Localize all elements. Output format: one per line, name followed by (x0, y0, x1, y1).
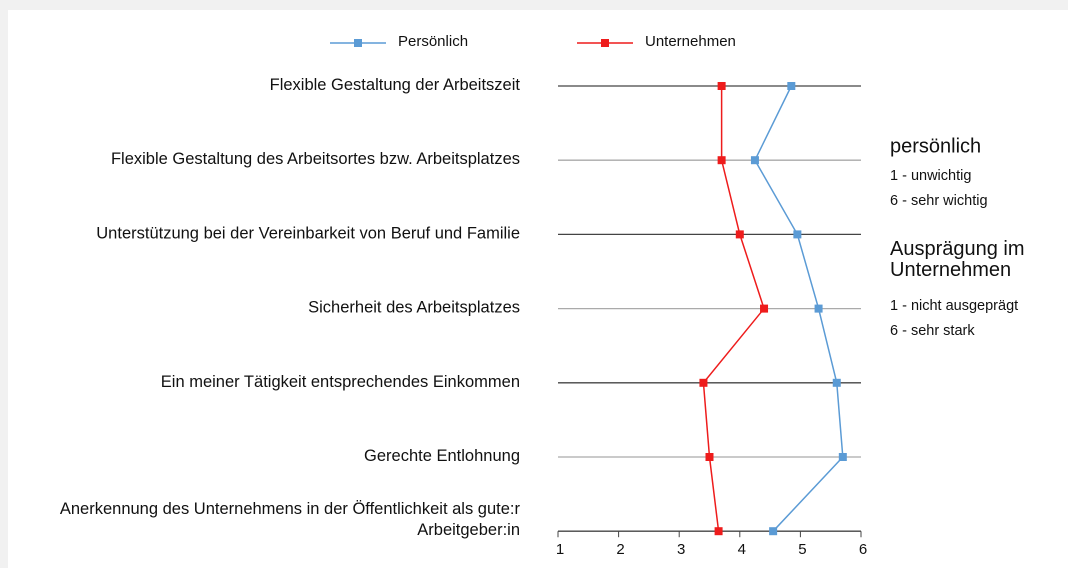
point (750, 156, 759, 165)
legend-label: Persönlich (398, 33, 468, 50)
legend-marker (601, 39, 609, 47)
point (787, 82, 796, 90)
category-label: Gerechte Entlohnung (364, 447, 520, 465)
point (717, 82, 726, 90)
annotation: Ausprägung im Unternehmen (890, 238, 1025, 281)
point (699, 378, 708, 387)
category-label: Ein meiner Tätigkeit entsprechendes Eink… (161, 373, 520, 391)
legend-label: Unternehmen (645, 33, 736, 50)
panel (8, 10, 1068, 568)
point (735, 230, 744, 239)
annotation: 6 - sehr stark (890, 323, 975, 339)
x-tick-label: 5 (798, 541, 806, 558)
annotation: persönlich (890, 135, 981, 157)
point (714, 527, 723, 536)
category-label: Sicherheit des Arbeitsplatzes (308, 299, 520, 317)
x-tick-label: 3 (677, 541, 685, 558)
point (793, 230, 802, 239)
point (814, 304, 823, 313)
category-label: Unterstützung bei der Vereinbarkeit von … (96, 225, 520, 243)
point (717, 156, 726, 165)
point (769, 527, 778, 536)
annotation: 1 - nicht ausgeprägt (890, 298, 1018, 314)
category-label: Flexible Gestaltung der Arbeitszeit (270, 76, 521, 94)
category-label: Flexible Gestaltung des Arbeitsortes bzw… (111, 151, 520, 169)
point (760, 304, 769, 313)
x-tick-label: 6 (859, 541, 867, 558)
legend-marker (354, 39, 362, 47)
annotation: 1 - unwichtig (890, 168, 971, 184)
annotation: 6 - sehr wichtig (890, 193, 988, 209)
point (705, 453, 714, 461)
x-tick-label: 1 (556, 541, 564, 558)
point (832, 378, 841, 387)
x-tick-label: 4 (738, 541, 746, 558)
point (838, 453, 847, 461)
x-tick-label: 2 (616, 541, 624, 558)
category-label: Anerkennung des Unternehmens in der Öffe… (60, 501, 521, 540)
